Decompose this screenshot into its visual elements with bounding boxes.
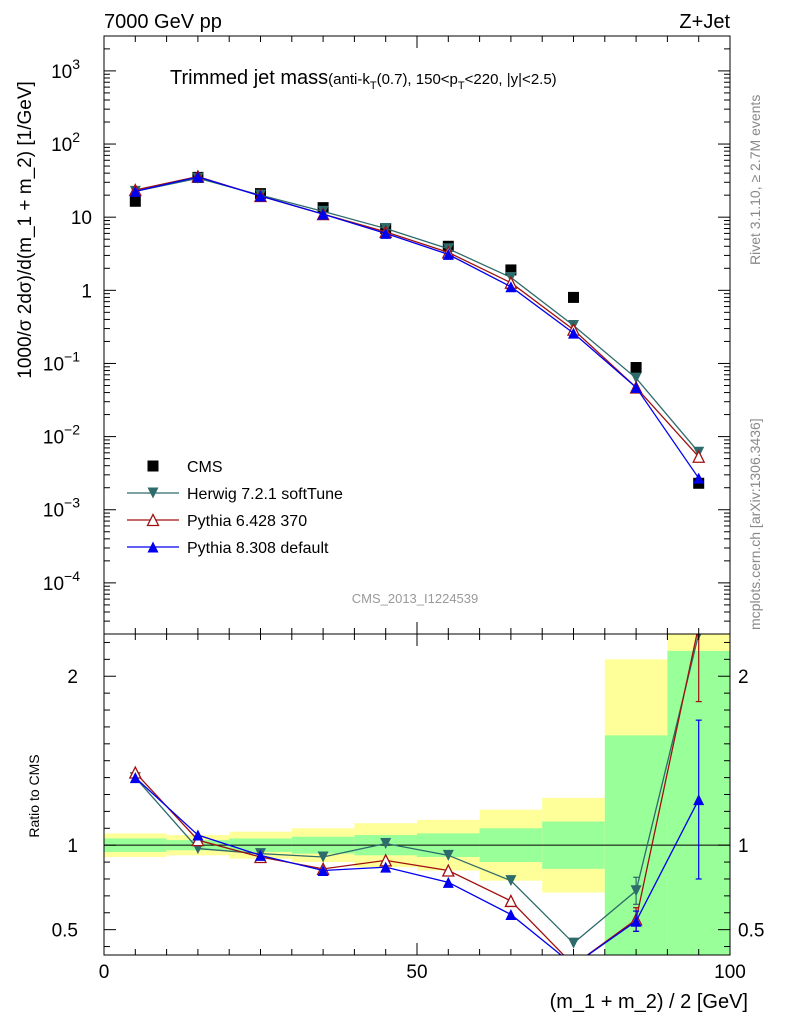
ratio-line [134,634,698,955]
legend-marker [147,541,159,553]
y-tick-label: 10−1 [43,348,80,375]
ratio-point [441,863,455,877]
series-cms [129,171,705,489]
ratio-y-tick-label-right: 1 [738,836,749,857]
data-point [505,264,517,276]
legend-label: Herwig 7.2.1 softTune [187,486,343,503]
data-point [317,208,329,220]
ratio-point [568,937,579,949]
ratio-y-tick-label-right: 2 [738,667,749,688]
data-point [442,248,454,260]
ratio-point [380,861,392,873]
data-point [630,362,642,374]
ratio-point [442,849,454,861]
ratio-panel-frame [103,633,731,956]
ratio-point [693,794,705,806]
y-tick-label: 102 [51,129,80,156]
series-herwig-7-2-1-softtune [129,172,705,458]
ratio-point [129,772,141,784]
legend-marker [146,513,160,527]
legend-item-cms: CMS [147,459,223,476]
ratio-line [134,777,700,955]
header-right: Z+Jet [679,11,730,33]
legend-marker [147,460,159,472]
series-pythia-6-428-370 [128,169,706,463]
ratio-series [128,634,705,971]
data-point [255,190,266,202]
x-axis-label: (m_1 + m_2) / 2 [GeV] [550,991,748,1013]
ratio-point [380,837,392,849]
legend-item-pythia-8-308-default: Pythia 8.308 default [127,540,329,557]
plot-title: Trimmed jet mass(anti-kT(0.7), 150<pT<22… [170,67,557,92]
side-label-rivet: Rivet 3.1.10, ≥ 2.7M events [747,95,763,265]
legend-label: Pythia 8.308 default [187,540,329,557]
y-tick-label: 103 [51,56,80,83]
data-point [630,372,642,384]
data-point [380,227,392,239]
ratio-point [317,851,329,863]
y-tick-label: 10−2 [43,422,80,449]
data-point [630,381,642,393]
top-y-axis-label: 1000/σ 2dσ)/d(m_1 + m_2) [1/GeV] [15,81,36,379]
legend-label: Pythia 6.428 370 [187,513,307,530]
ratio-series-pythia-8-308-default [129,719,705,971]
legend-marker [147,487,159,499]
ratio-point [505,908,517,920]
analysis-watermark: CMS_2013_I1224539 [352,591,479,606]
header-left: 7000 GeV pp [104,11,222,33]
ratio-y-tick-label-right: 0.5 [738,921,764,942]
legend-item-herwig-7-2-1-softtune: Herwig 7.2.1 softTune [127,486,343,503]
data-point [129,195,141,207]
data-point [568,291,579,303]
ratio-point [630,915,642,927]
ratio-y-tick-label: 2 [67,667,78,688]
side-label-mcplots: mcplots.cern.ch [arXiv:1306.3436] [747,418,763,630]
data-point [129,185,141,197]
data-point [693,472,705,484]
ratio-point [255,849,266,861]
ratio-y-tick-label: 0.5 [52,921,78,942]
y-tick-label: 10−3 [43,495,80,522]
x-tick-label: 0 [99,962,110,983]
ratio-y-tick-label: 1 [67,836,78,857]
legend-item-pythia-6-428-370: Pythia 6.428 370 [127,513,307,530]
data-point [568,327,579,339]
ratio-point [568,960,579,971]
y-tick-label: 1 [81,281,92,302]
series-pythia-8-308-default [129,171,705,484]
ratio-uncertainty-bands [104,634,730,955]
ratio-point [505,875,517,887]
legend: CMS Herwig 7.2.1 softTune Pythia 6.428 370… [127,459,343,557]
ratio-point [317,865,329,877]
data-point [505,281,517,293]
x-tick-label: 100 [714,962,746,983]
ratio-line [134,634,700,945]
legend-label: CMS [187,459,223,476]
series-line [135,177,700,453]
ratio-point [568,960,579,971]
main-series [128,169,706,489]
series-line [135,176,700,479]
series-line [135,175,700,458]
data-point [692,449,706,463]
ratio-point [442,876,454,888]
data-point [192,171,204,183]
y-tick-label: 10−4 [43,568,80,595]
ratio-point [504,893,518,908]
ratio-point [192,829,204,841]
y-tick-label: 10 [71,208,92,229]
ratio-y-axis-label: Ratio to CMS [26,754,42,837]
x-tick-label: 50 [406,962,427,983]
ratio-point [630,885,642,897]
